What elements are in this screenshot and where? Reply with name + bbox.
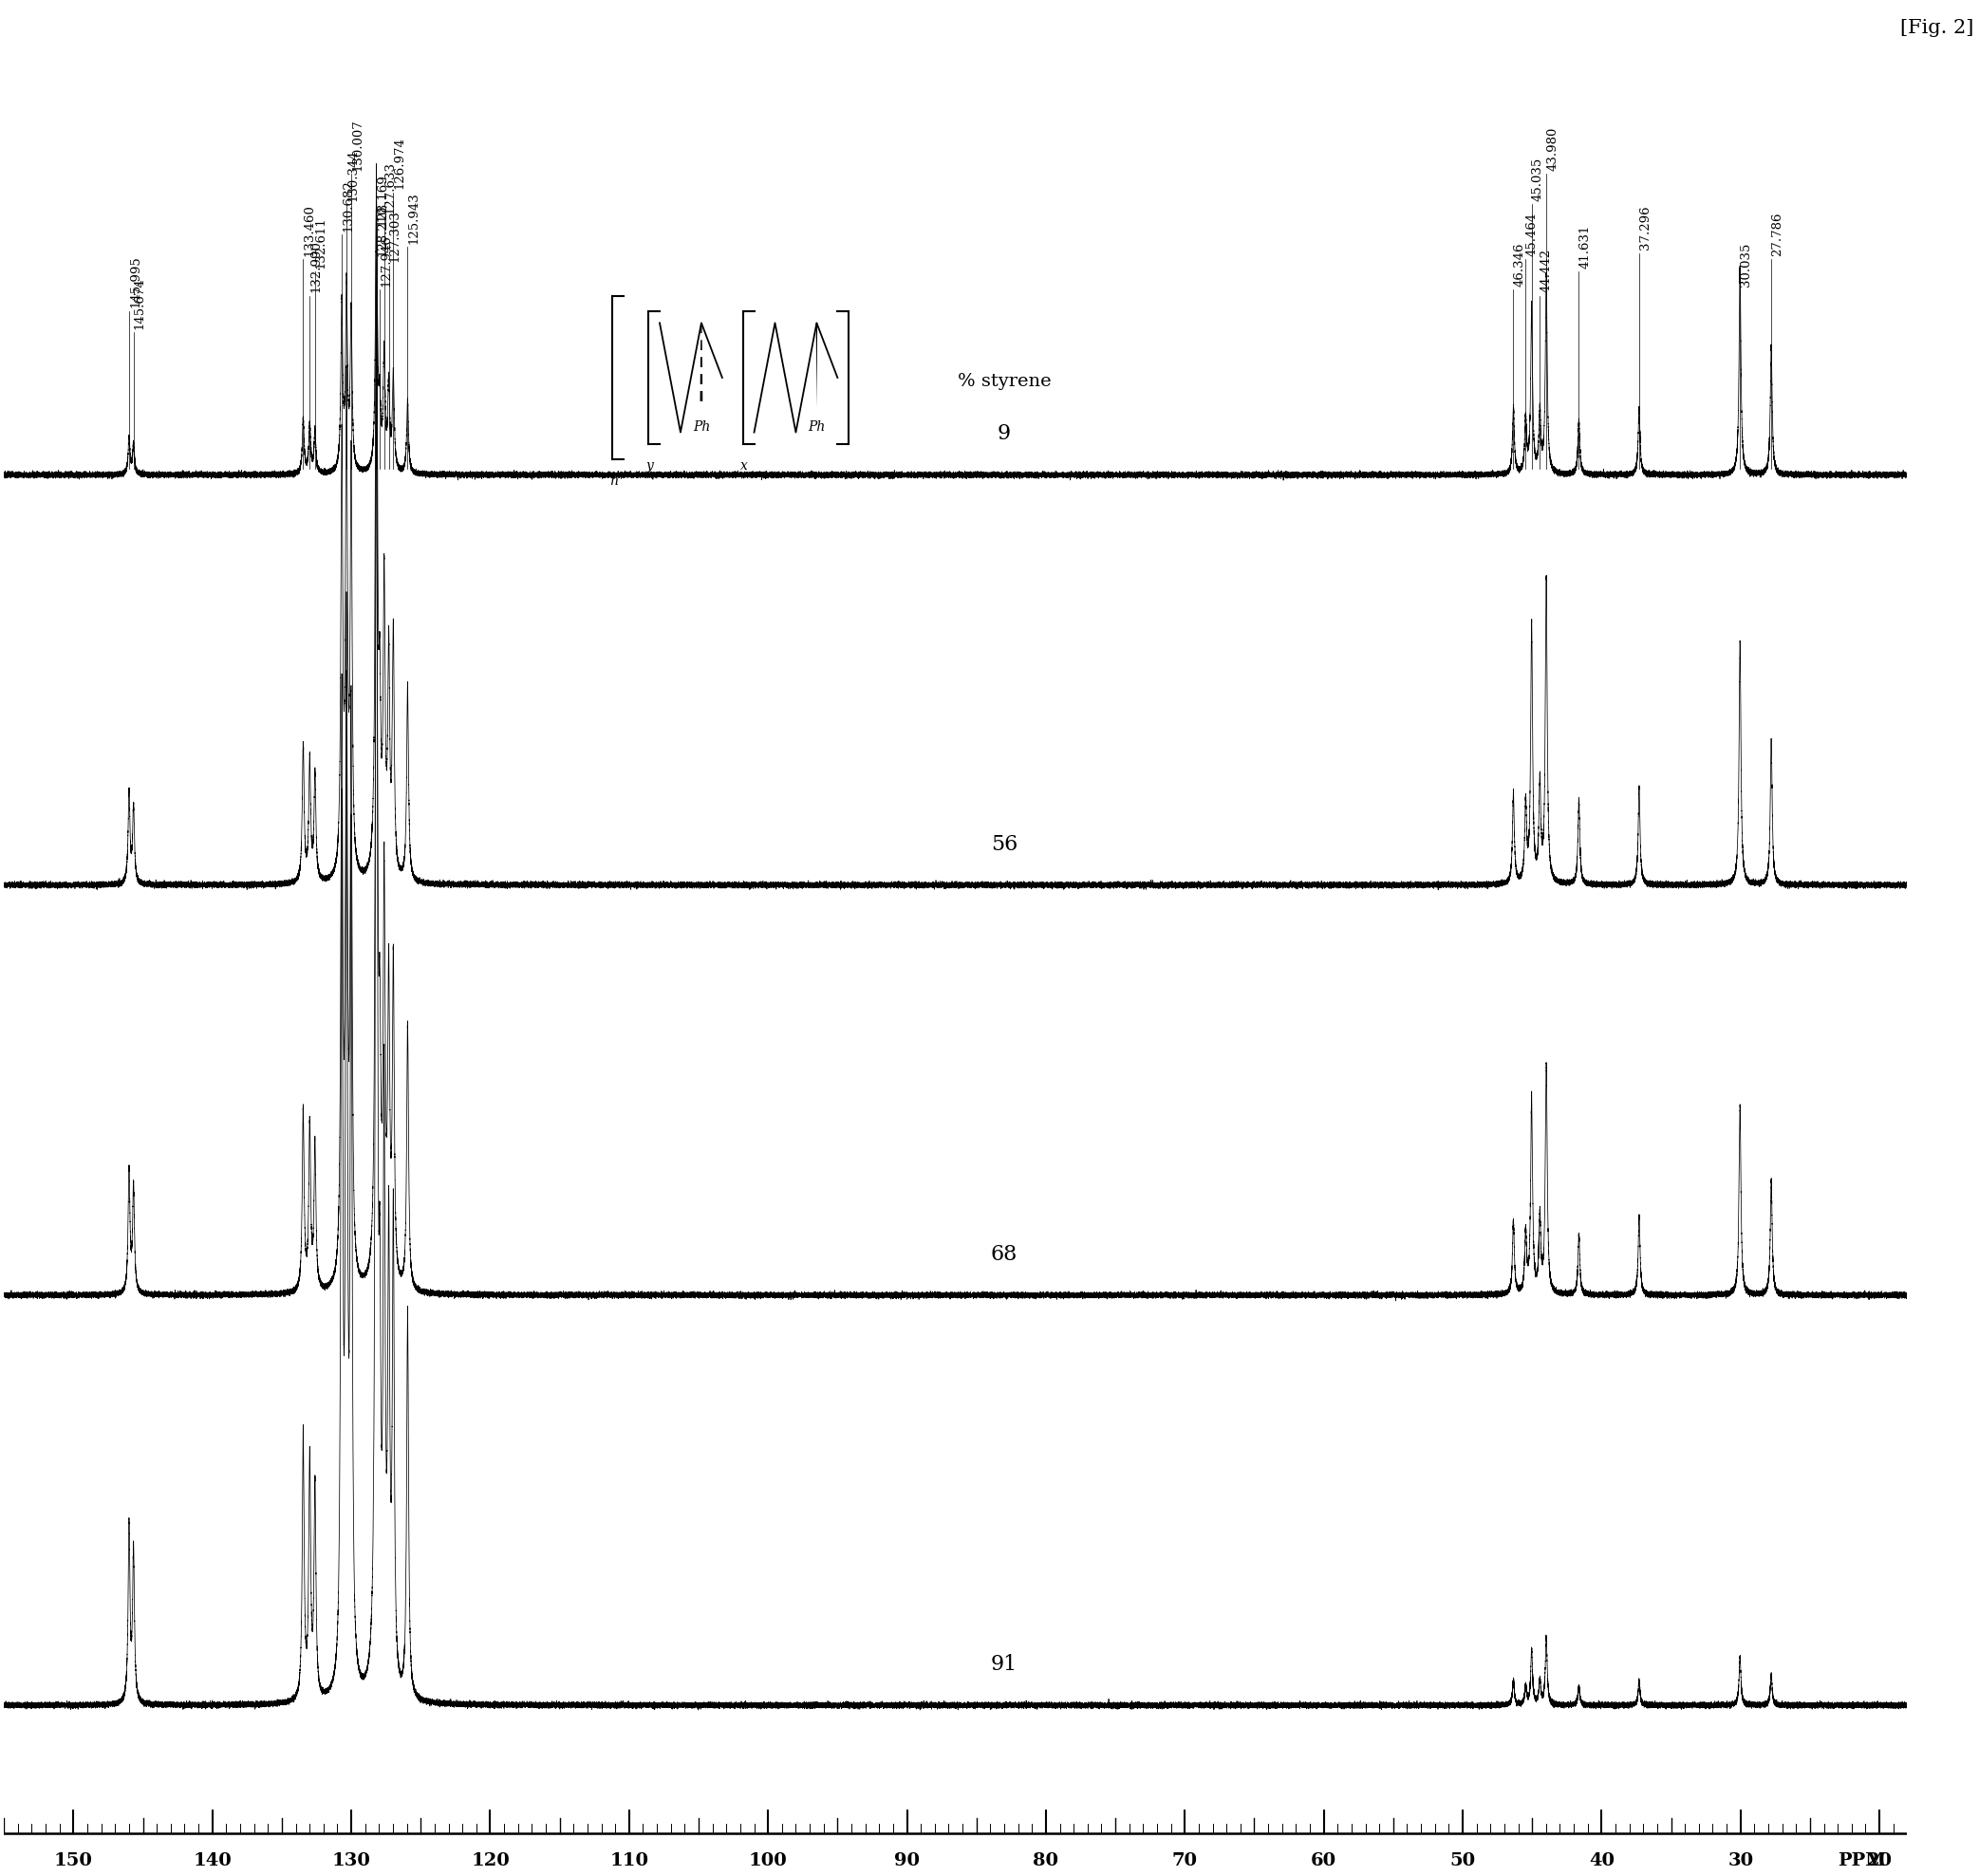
Text: 46.346: 46.346 [1514, 242, 1526, 287]
Text: 70: 70 [1172, 1853, 1197, 1870]
Text: 125.943: 125.943 [408, 191, 420, 244]
Text: Ph: Ph [807, 420, 825, 433]
Text: 130.682: 130.682 [342, 180, 354, 233]
Text: 43.980: 43.980 [1546, 128, 1559, 171]
Text: 132.611: 132.611 [315, 216, 327, 268]
Text: 41.631: 41.631 [1579, 225, 1591, 268]
Text: 145.995: 145.995 [129, 255, 141, 308]
Text: 45.035: 45.035 [1532, 158, 1544, 201]
Text: n: n [610, 475, 617, 488]
Text: 126.974: 126.974 [394, 137, 406, 189]
Text: 60: 60 [1310, 1853, 1336, 1870]
Text: x: x [740, 460, 748, 473]
Text: 110: 110 [610, 1853, 649, 1870]
Text: 90: 90 [895, 1853, 920, 1870]
Text: 145.674: 145.674 [133, 278, 146, 328]
Text: y: y [645, 460, 653, 473]
Text: 30.035: 30.035 [1740, 242, 1751, 287]
Text: 128.169: 128.169 [376, 174, 390, 225]
Text: 56: 56 [991, 833, 1017, 855]
Text: 20: 20 [1866, 1853, 1892, 1870]
Text: 27.786: 27.786 [1771, 212, 1783, 257]
Text: 40: 40 [1589, 1853, 1615, 1870]
Text: 133.460: 133.460 [303, 204, 315, 257]
Text: 9: 9 [997, 424, 1011, 445]
Text: 44.442: 44.442 [1540, 250, 1552, 293]
Text: 130: 130 [332, 1853, 370, 1870]
Text: [Fig. 2]: [Fig. 2] [1900, 19, 1973, 38]
Text: % styrene: % styrene [958, 373, 1051, 390]
Text: 120: 120 [471, 1853, 509, 1870]
Text: 140: 140 [194, 1853, 232, 1870]
Text: 127.633: 127.633 [384, 161, 396, 214]
Text: 37.296: 37.296 [1639, 206, 1650, 250]
Text: 150: 150 [53, 1853, 93, 1870]
Text: Ph: Ph [693, 420, 710, 433]
Text: 68: 68 [991, 1244, 1017, 1264]
Text: 127.303: 127.303 [388, 210, 402, 263]
Text: 80: 80 [1033, 1853, 1059, 1870]
Text: 128.210: 128.210 [376, 204, 388, 257]
Polygon shape [701, 373, 703, 385]
Polygon shape [701, 390, 703, 401]
Text: 100: 100 [748, 1853, 788, 1870]
Text: 50: 50 [1451, 1853, 1476, 1870]
Text: 91: 91 [991, 1655, 1017, 1675]
Text: 45.464: 45.464 [1526, 212, 1538, 257]
Text: 130.007: 130.007 [350, 118, 364, 171]
Text: 132.990: 132.990 [311, 240, 323, 293]
Text: 30: 30 [1728, 1853, 1753, 1870]
Text: 127.946: 127.946 [380, 234, 392, 287]
Text: 130.344: 130.344 [346, 150, 358, 201]
Text: PPM: PPM [1838, 1853, 1886, 1870]
